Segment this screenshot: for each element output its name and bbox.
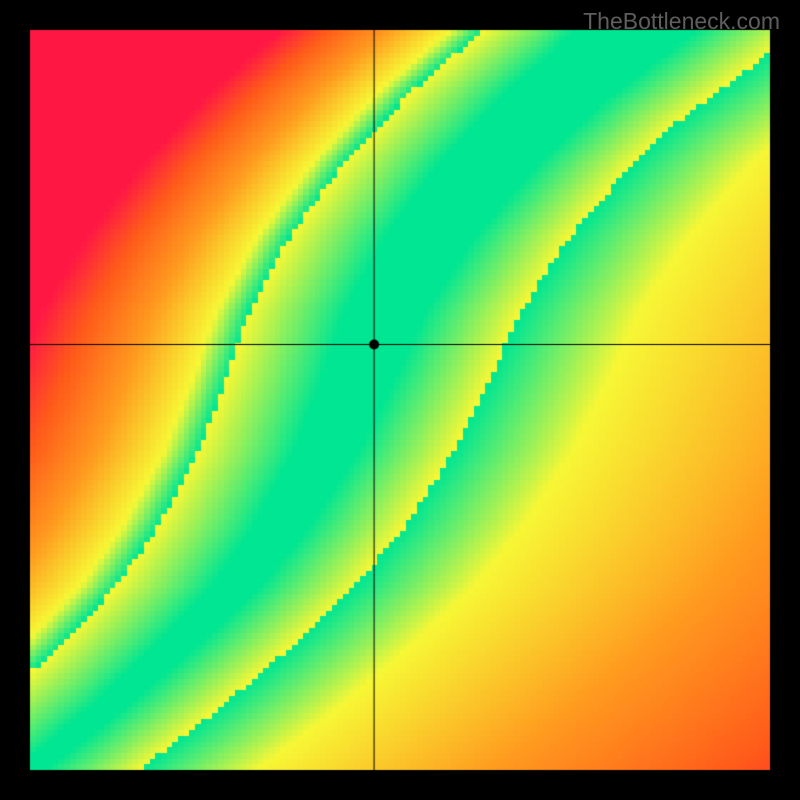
chart-container: TheBottleneck.com <box>0 0 800 800</box>
watermark-text: TheBottleneck.com <box>583 8 780 35</box>
bottleneck-heatmap-canvas <box>0 0 800 800</box>
